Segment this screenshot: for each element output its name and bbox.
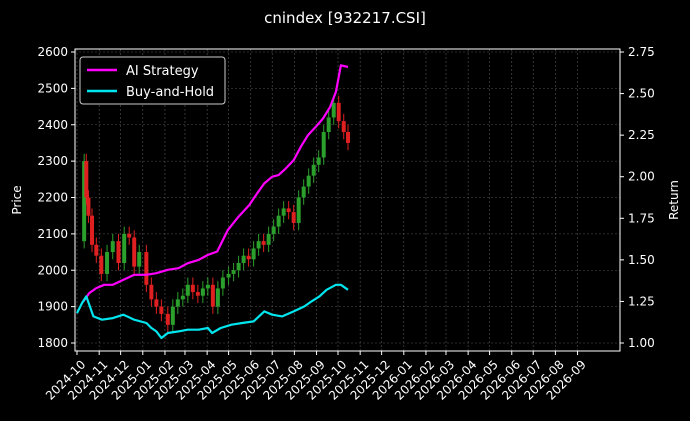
left-tick-label: 2600 xyxy=(37,45,68,59)
price-candle-body xyxy=(86,197,91,216)
price-candle-body xyxy=(210,284,215,307)
price-candle-body xyxy=(301,186,306,198)
right-tick-label: 2.75 xyxy=(628,45,655,59)
price-candle-body xyxy=(154,299,159,307)
price-candle-body xyxy=(127,233,132,238)
left-axis: 1800 1900 2000 2100 2200 2300 2400 2500 2600 xyxy=(37,45,75,350)
price-candle-body xyxy=(110,241,115,253)
right-tick-label: 1.25 xyxy=(628,294,655,308)
left-tick-label: 2000 xyxy=(37,263,68,277)
price-candle-body xyxy=(190,284,195,293)
price-candle-body xyxy=(144,252,149,285)
price-candle-body xyxy=(180,295,185,300)
price-candle-body xyxy=(220,277,225,289)
right-axis: 1.00 1.25 1.50 1.75 2.00 2.25 2.50 2.75 xyxy=(620,45,655,350)
right-tick-label: 1.50 xyxy=(628,253,655,267)
legend: AI Strategy Buy-and-Hold xyxy=(79,56,226,105)
left-tick-label: 2200 xyxy=(37,191,68,205)
right-tick-label: 2.50 xyxy=(628,87,655,101)
price-candle-body xyxy=(122,233,127,263)
price-candle-body xyxy=(236,262,241,271)
price-candle-body xyxy=(205,284,210,289)
series-lines xyxy=(76,64,349,340)
price-candle-body xyxy=(165,313,170,325)
price-candle-body xyxy=(226,273,231,278)
legend-label-ai-strategy: AI Strategy xyxy=(126,64,199,79)
price-candle-body xyxy=(291,212,296,223)
price-candle-body xyxy=(159,306,164,314)
right-tick-label: 2.00 xyxy=(628,170,655,184)
price-candle-body xyxy=(137,252,142,267)
price-candle-body xyxy=(241,255,246,263)
left-tick-label: 2100 xyxy=(37,227,68,241)
price-candle-body xyxy=(215,288,220,307)
price-candle-body xyxy=(105,252,110,274)
price-candle-body xyxy=(306,175,311,187)
series-line-buy-and-hold xyxy=(76,283,349,340)
left-tick-label: 2400 xyxy=(37,118,68,132)
legend-label-buy-and-hold: Buy-and-Hold xyxy=(126,85,214,100)
price-candle-body xyxy=(336,102,341,122)
grid xyxy=(75,49,620,351)
price-candle-body xyxy=(132,237,137,267)
price-candle-body xyxy=(251,248,256,260)
right-axis-title: Return xyxy=(667,180,681,220)
price-candle-body xyxy=(195,292,200,296)
plot-frame xyxy=(74,48,621,352)
right-tick-label: 2.25 xyxy=(628,128,655,142)
price-candle-body xyxy=(170,306,175,325)
price-candle-body xyxy=(286,208,291,213)
series-line-ai-strategy xyxy=(82,64,349,303)
price-candle-body xyxy=(256,241,261,249)
right-tick-label: 1.00 xyxy=(628,336,655,350)
x-axis: 2024-102024-112024-122025-012025-022025-… xyxy=(43,351,589,403)
price-candle-body xyxy=(311,164,316,176)
left-tick-label: 2300 xyxy=(37,154,68,168)
price-candle-body xyxy=(246,255,251,260)
price-candle-body xyxy=(261,241,266,245)
price-candle-body xyxy=(276,215,281,227)
price-candle-body xyxy=(99,255,104,274)
price-candle-body xyxy=(116,241,121,263)
price-candle-body xyxy=(84,161,89,198)
left-tick-label: 1800 xyxy=(37,336,68,350)
price-candle-body xyxy=(90,215,95,245)
price-candle-body xyxy=(316,157,321,165)
price-candle-body xyxy=(94,244,99,256)
price-candle-body xyxy=(296,197,301,223)
price-candle-body xyxy=(331,102,336,118)
chart-title: cnindex [932217.CSI] xyxy=(264,9,426,27)
price-candle-body xyxy=(321,132,326,158)
price-candle-body xyxy=(82,161,87,242)
left-axis-title: Price xyxy=(10,185,24,214)
price-candle-body xyxy=(266,233,271,245)
left-tick-label: 2500 xyxy=(37,81,68,95)
price-candle-body xyxy=(231,270,236,274)
right-tick-label: 1.75 xyxy=(628,211,655,225)
left-tick-label: 1900 xyxy=(37,300,68,314)
price-candle-body xyxy=(200,288,205,296)
price-candle-body xyxy=(175,299,180,307)
price-candles xyxy=(82,95,351,333)
price-candle-body xyxy=(149,284,154,300)
price-candle-body xyxy=(341,121,346,133)
price-candle-body xyxy=(281,208,286,216)
price-candle-body xyxy=(346,132,351,143)
price-candle-body xyxy=(185,284,190,296)
price-candle-body xyxy=(326,117,331,133)
price-candle-body xyxy=(271,226,276,234)
